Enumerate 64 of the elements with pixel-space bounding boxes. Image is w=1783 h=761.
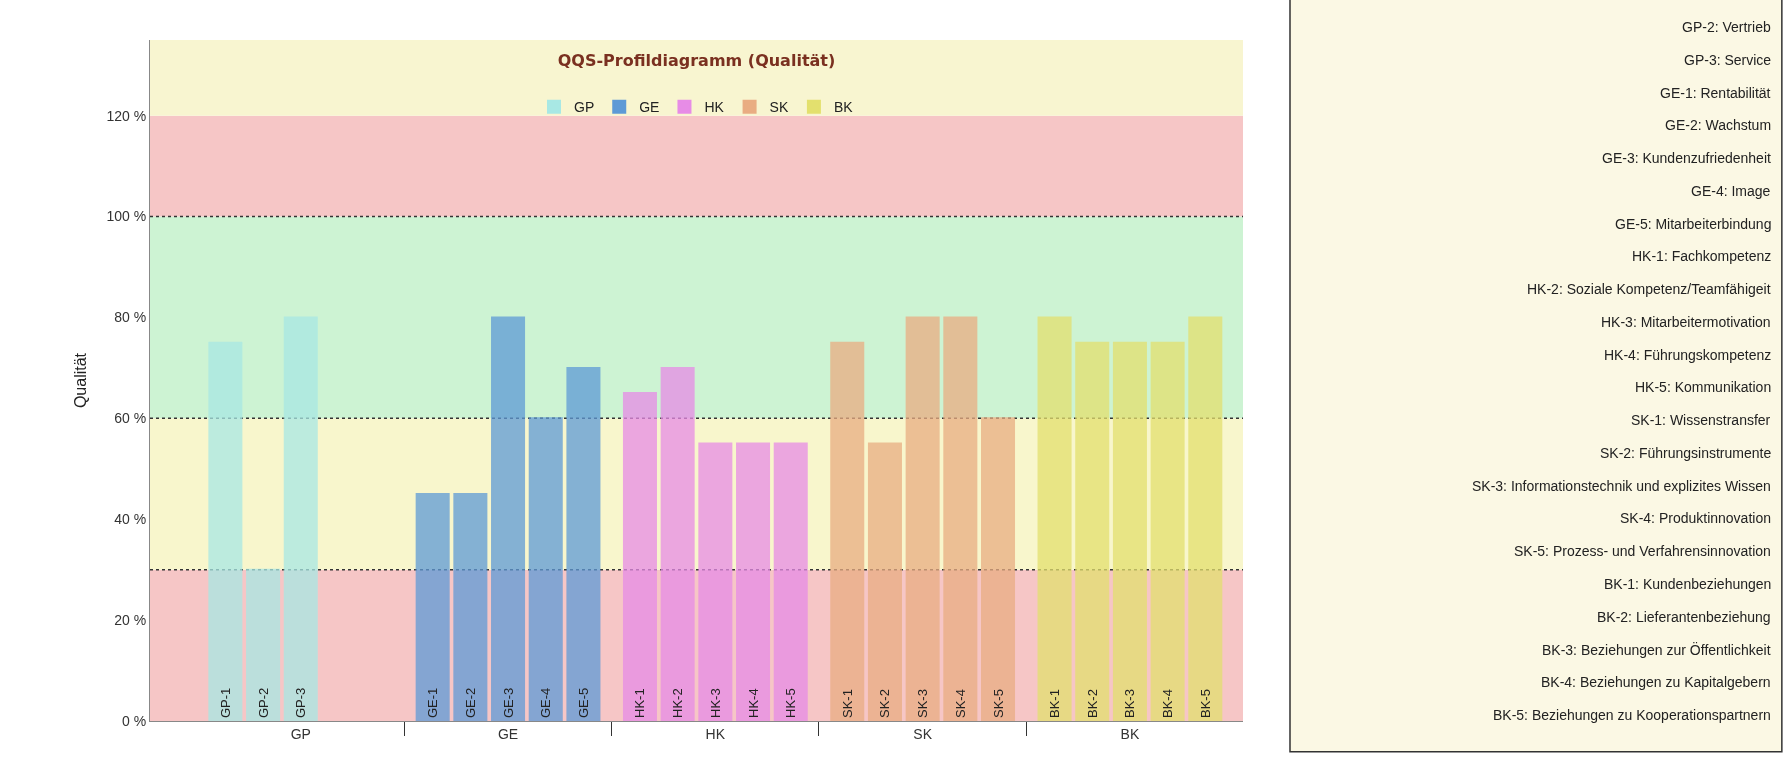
x-tick-label: HK-5 [783, 688, 799, 718]
x-tick-label: GE-2 [462, 687, 478, 718]
x-tick-label: GE-3 [500, 687, 516, 718]
y-tick-label: 40 % [114, 511, 147, 528]
x-tick-label: HK-3 [707, 688, 723, 718]
text: SK [913, 725, 932, 742]
x-tick-label: GP-1 [217, 687, 233, 718]
x-tick-label: BK-1 [1047, 689, 1063, 718]
text: GE-4: Image [1691, 183, 1771, 199]
y-tick-label: 80 % [114, 309, 147, 326]
x-tick-label: SK-4 [952, 689, 968, 718]
text: GE-1: Rentabilität [1660, 85, 1771, 101]
text: HK-3: Mitarbeitermotivation [1601, 314, 1771, 330]
x-tick-label: SK-5 [990, 689, 1006, 718]
x-tick-label: HK-1 [632, 688, 648, 718]
text: BK [1120, 725, 1140, 742]
text: SK-3: Informationstechnik und explizites Wissen [1472, 478, 1771, 494]
x-tick-label: GE-5 [575, 687, 591, 718]
text: GE-5: Mitarbeiterbindung [1615, 216, 1772, 232]
text: GP [290, 725, 311, 742]
text: BK-3: Beziehungen zur Öffentlichkeit [1542, 641, 1771, 658]
legend-label: GP [574, 99, 595, 116]
text: GE-2: Wachstum [1665, 117, 1772, 133]
text: QQS-Profildiagramm (Qualität) [557, 51, 836, 71]
x-tick-label: SK-1 [839, 689, 855, 718]
text: BK-5: Beziehungen zu Kooperationspartnern [1493, 707, 1771, 723]
text: HK [705, 725, 726, 742]
text: GP-2: Vertrieb [1682, 19, 1771, 35]
y-axis-title: Qualität [72, 352, 90, 409]
legend-label: BK [833, 99, 854, 116]
text: SK-5: Prozess- und Verfahrensinnovation [1514, 543, 1771, 559]
text: SK-4: Produktinnovation [1620, 510, 1771, 526]
legend-label: HK [704, 99, 725, 116]
x-tick-label: GP-3 [293, 687, 309, 718]
x-tick-label: BK-5 [1197, 689, 1213, 718]
x-tick-label: HK-2 [670, 688, 686, 718]
text: BK-2: Lieferantenbeziehung [1597, 609, 1771, 625]
y-tick-label: 100 % [106, 208, 147, 225]
x-tick-label: BK-3 [1122, 689, 1138, 718]
legend-label: SK [769, 99, 789, 116]
text: GP-3: Service [1684, 52, 1772, 68]
legend-label: GE [639, 99, 660, 116]
y-tick-label: 20 % [114, 612, 147, 629]
text: HK-2: Soziale Kompetenz/Teamfähigeit [1527, 281, 1771, 297]
x-tick-label: SK-3 [915, 689, 931, 718]
text: BK-1: Kundenbeziehungen [1604, 576, 1772, 592]
y-tick-label: 0 % [122, 712, 147, 729]
text: GE-3: Kundenzufriedenheit [1602, 150, 1771, 166]
x-tick-label: BK-4 [1160, 689, 1176, 718]
x-tick-label: GP-2 [255, 687, 271, 718]
x-tick-label: SK-2 [877, 689, 893, 718]
text: HK-5: Kommunikation [1635, 379, 1772, 395]
text: BK-4: Beziehungen zu Kapitalgebern [1541, 674, 1771, 690]
x-tick-label: BK-2 [1084, 689, 1100, 718]
x-tick-label: HK-4 [745, 688, 761, 718]
text: SK-2: Führungsinstrumente [1600, 445, 1772, 461]
text: GE [497, 725, 519, 742]
y-tick-label: 120 % [106, 107, 147, 124]
text: SK-1: Wissenstransfer [1631, 412, 1771, 428]
text: HK-4: Führungskompetenz [1604, 347, 1772, 363]
x-tick-label: GE-1 [425, 687, 441, 718]
text: HK-1: Fachkompetenz [1632, 248, 1772, 264]
y-tick-label: 60 % [114, 410, 147, 427]
x-tick-label: GE-4 [538, 687, 554, 718]
